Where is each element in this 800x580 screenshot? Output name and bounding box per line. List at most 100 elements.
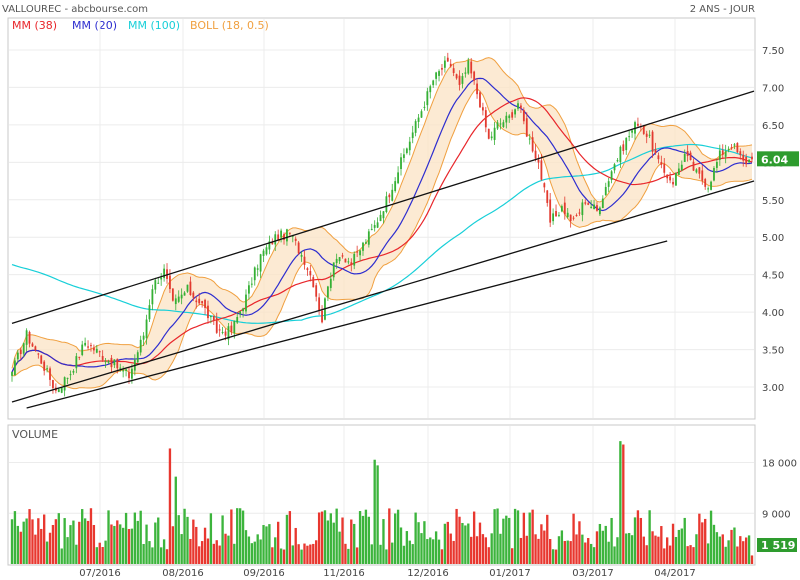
candle-body: [31, 343, 34, 347]
volume-bar: [370, 544, 373, 564]
candle-body: [713, 167, 715, 181]
candle-body: [198, 298, 201, 304]
candle-body: [628, 136, 631, 138]
candle-body: [546, 190, 549, 203]
volume-bar: [364, 509, 368, 564]
volume-bar: [145, 524, 148, 564]
volume-bar: [581, 534, 584, 564]
candle-body: [166, 269, 168, 279]
candle-body: [698, 167, 701, 174]
candle-body: [502, 122, 505, 127]
candle-body: [303, 256, 306, 265]
volume-bar: [493, 509, 496, 564]
candle-body: [534, 150, 537, 159]
candle-body: [40, 355, 43, 364]
volume-bar: [10, 519, 14, 564]
volume-bar: [452, 540, 455, 564]
volume-bar: [180, 534, 183, 564]
candle-body: [98, 351, 101, 353]
candle-body: [718, 150, 721, 160]
candle-body: [388, 194, 391, 198]
volume-bar: [54, 519, 58, 564]
volume-bar: [124, 512, 128, 564]
candle-body: [572, 217, 575, 219]
volume-bar: [709, 510, 713, 564]
candle-body: [593, 204, 595, 210]
volume-bar: [326, 520, 330, 564]
candle-body: [584, 202, 587, 204]
volume-bar: [312, 543, 315, 564]
candle-body: [619, 146, 622, 162]
candle-body: [742, 154, 745, 161]
bollinger-band: [11, 57, 753, 390]
volume-bar: [317, 512, 321, 564]
volume-grid: [9, 426, 754, 564]
volume-bar: [487, 547, 490, 564]
volume-bar: [671, 523, 675, 564]
volume-bar: [57, 513, 60, 564]
candle-body: [487, 128, 490, 139]
volume-bar: [519, 537, 523, 564]
candle-body: [151, 289, 154, 305]
candle-body: [581, 202, 584, 216]
volume-bar: [306, 545, 309, 564]
volume-bar: [28, 509, 31, 564]
candle-body: [192, 292, 195, 298]
volume-bar: [177, 515, 180, 564]
candle-body: [116, 358, 119, 369]
x-axis: 07/2016 08/2016 09/2016 11/2016 12/2016 01/20…: [79, 568, 696, 579]
volume-bar: [440, 549, 444, 564]
candle-body: [265, 247, 268, 255]
candle-body: [37, 353, 40, 355]
candle-body: [350, 262, 353, 265]
candle-body: [66, 377, 69, 379]
volume-bar: [373, 459, 376, 564]
volume-bar: [619, 441, 622, 564]
candle-body: [598, 207, 601, 215]
volume-bar: [426, 539, 429, 564]
candle-body: [154, 280, 157, 290]
candle-body: [683, 154, 686, 162]
candle-body: [326, 286, 329, 298]
volume-bar: [265, 526, 268, 564]
candle-body: [403, 154, 405, 159]
candle-body: [560, 206, 563, 212]
volume-bar: [721, 534, 724, 564]
volume-bar: [171, 526, 175, 564]
candle-body: [616, 160, 619, 162]
price-tick-label: 7.00: [762, 83, 784, 94]
volume-bar: [168, 448, 172, 564]
candlesticks: [11, 52, 753, 397]
volume-bar: [297, 544, 300, 564]
candle-body: [92, 347, 95, 351]
candle-body: [473, 71, 476, 81]
volume-bar: [642, 536, 645, 564]
candle-body: [426, 91, 429, 106]
candle-body: [101, 355, 104, 360]
candle-body: [69, 374, 72, 376]
x-tick-label: 11/2016: [323, 568, 365, 579]
volume-bar: [212, 543, 215, 564]
candle-body: [157, 282, 160, 284]
volume-bar: [604, 525, 607, 564]
volume-bar: [730, 529, 733, 564]
candle-body: [677, 168, 680, 175]
volume-bar: [60, 548, 63, 564]
period-label: 2 ANS - JOUR: [690, 4, 755, 15]
candle-body: [748, 159, 750, 163]
candle-body: [207, 305, 209, 319]
volume-bar: [83, 518, 87, 564]
candle-body: [318, 297, 321, 311]
volume-bar: [329, 513, 332, 564]
volume-bar: [45, 541, 49, 564]
candle-body: [142, 335, 145, 340]
volume-bar: [429, 537, 432, 564]
candle-body: [423, 106, 426, 108]
candle-body: [57, 389, 60, 393]
volume-bar: [341, 517, 344, 564]
volume-bar: [461, 522, 464, 564]
volume-bar: [133, 512, 137, 564]
chart-title: VALLOUREC - abcbourse.com: [2, 4, 148, 15]
volume-bar: [584, 542, 587, 564]
volume-bar: [40, 528, 43, 564]
